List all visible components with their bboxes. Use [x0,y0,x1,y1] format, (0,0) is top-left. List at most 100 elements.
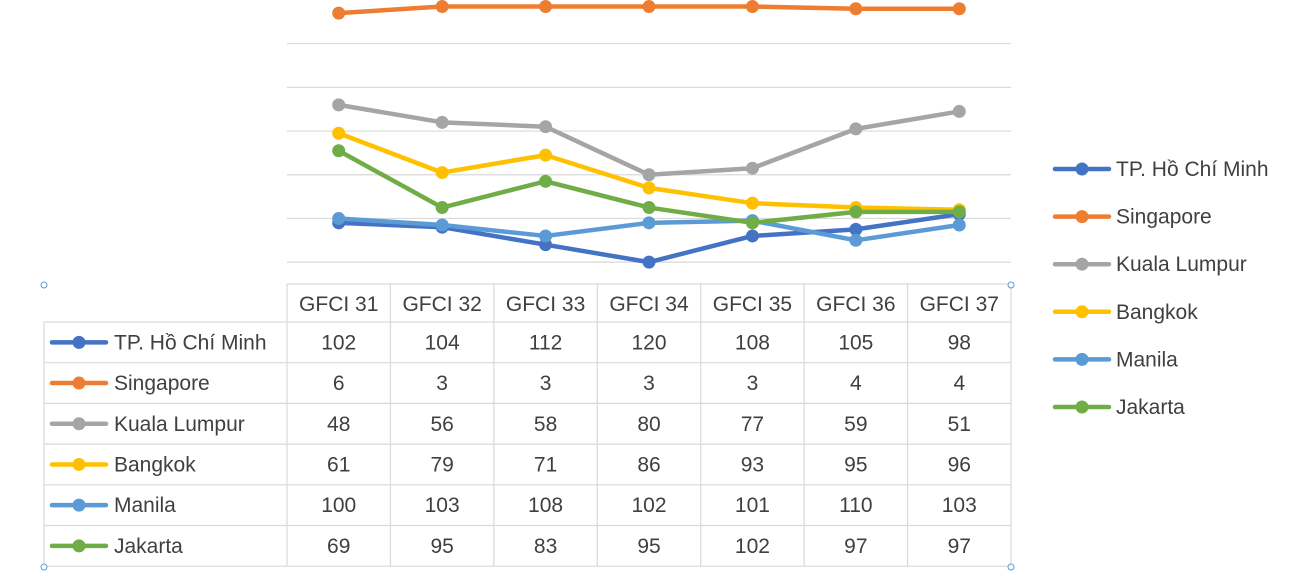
data-point-marker [435,201,449,215]
table-cell-value: 105 [838,331,873,354]
data-point-marker [539,120,553,134]
legend-label: TP. Hồ Chí Minh [1116,158,1269,181]
table-cell-value: 103 [425,494,460,517]
data-point-marker [849,2,863,16]
legend-item: Kuala Lumpur [1052,253,1247,276]
data-point-marker [849,222,863,236]
row-legend-marker [72,376,86,390]
table-row-label: Kuala Lumpur [114,413,245,436]
legend-item: Bangkok [1052,301,1198,324]
table-cell-value: 4 [953,372,965,395]
data-point-marker [745,161,759,175]
data-point-marker [539,174,553,188]
table-cell-value: 6 [333,372,345,395]
table-header-label: GFCI 36 [816,293,895,316]
legend-label: Singapore [1116,206,1212,229]
selection-handle [1007,281,1015,289]
table-cell-value: 102 [735,535,770,558]
table-cell-value: 3 [643,372,655,395]
data-point-marker [745,0,759,14]
table-cell-value: 100 [321,494,356,517]
selection-handle [40,563,48,571]
data-point-marker [435,115,449,129]
data-point-marker [745,196,759,210]
data-point-marker [642,168,656,182]
table-header-label: GFCI 37 [920,293,999,316]
data-point-marker [849,205,863,219]
table-cell-value: 79 [430,453,453,476]
data-point-marker [849,233,863,247]
table-cell-value: 102 [631,494,666,517]
row-legend-marker [72,498,86,512]
table-cell-value: 108 [528,494,563,517]
table-cell-value: 97 [948,535,971,558]
legend-marker [1075,257,1089,271]
data-table: GFCI 31 GFCI 32 GFCI 33 GFCI 34 GFCI 35 GFCI … [43,283,1012,567]
table-row-label: TP. Hồ Chí Minh [114,331,267,354]
table-row-label: Singapore [114,372,210,395]
data-point-marker [435,0,449,14]
data-point-marker [539,0,553,14]
table-cell-value: 86 [637,453,660,476]
data-point-marker [642,0,656,14]
table-cell-value: 120 [631,331,666,354]
legend-label: Jakarta [1116,396,1185,419]
data-point-marker [435,166,449,180]
data-point-marker [952,2,966,16]
data-point-marker [745,229,759,243]
legend-marker [1075,305,1089,319]
table-header-label: GFCI 32 [402,293,481,316]
data-point-marker [952,205,966,219]
table-cell-value: 93 [741,453,764,476]
legend-marker [1075,352,1089,366]
table-row-label: Jakarta [114,535,183,558]
table-cell-value: 3 [540,372,552,395]
table-header-label: GFCI 34 [609,293,689,316]
table-cell-value: 103 [942,494,977,517]
data-point-marker [332,144,346,158]
series-lines [332,0,966,269]
legend-marker [1075,162,1089,176]
legend-item: Singapore [1052,206,1212,229]
table-cell-value: 110 [839,494,872,517]
data-point-marker [539,148,553,162]
table-cell-value: 95 [637,535,660,558]
table-cell-value: 71 [534,453,557,476]
table-cell-value: 4 [850,372,862,395]
legend-item: Manila [1052,348,1178,371]
table-header-label: GFCI 35 [713,293,792,316]
table-cell-value: 104 [425,331,460,354]
table-cell-value: 56 [430,413,453,436]
data-point-marker [849,122,863,136]
data-point-marker [332,211,346,225]
legend-label: Manila [1116,348,1178,371]
data-point-marker [332,6,346,20]
table-cell-value: 102 [321,331,356,354]
table-row-label: Manila [114,494,176,517]
table-cell-value: 98 [948,331,971,354]
table-cell-value: 48 [327,413,350,436]
table-cell-value: 97 [844,535,867,558]
data-point-marker [745,216,759,230]
table-cell-value: 58 [534,413,557,436]
data-point-marker [332,126,346,140]
row-legend-marker [72,335,86,349]
series-manila [332,211,966,247]
data-point-marker [952,218,966,232]
data-point-marker [642,216,656,230]
table-cell-value: 83 [534,535,557,558]
series-line [336,102,962,178]
data-point-marker [435,218,449,232]
legend-marker [1075,400,1089,414]
table-header-label: GFCI 31 [299,293,378,316]
data-point-marker [642,201,656,215]
table-cell-value: 3 [436,372,448,395]
table-header-label: GFCI 33 [506,293,585,316]
table-row-label: Bangkok [114,453,196,476]
table-cell-value: 101 [735,494,770,517]
series-singapore [332,0,966,20]
selection-handle [1007,563,1015,571]
table-cell-value: 77 [741,413,764,436]
data-point-marker [642,255,656,269]
